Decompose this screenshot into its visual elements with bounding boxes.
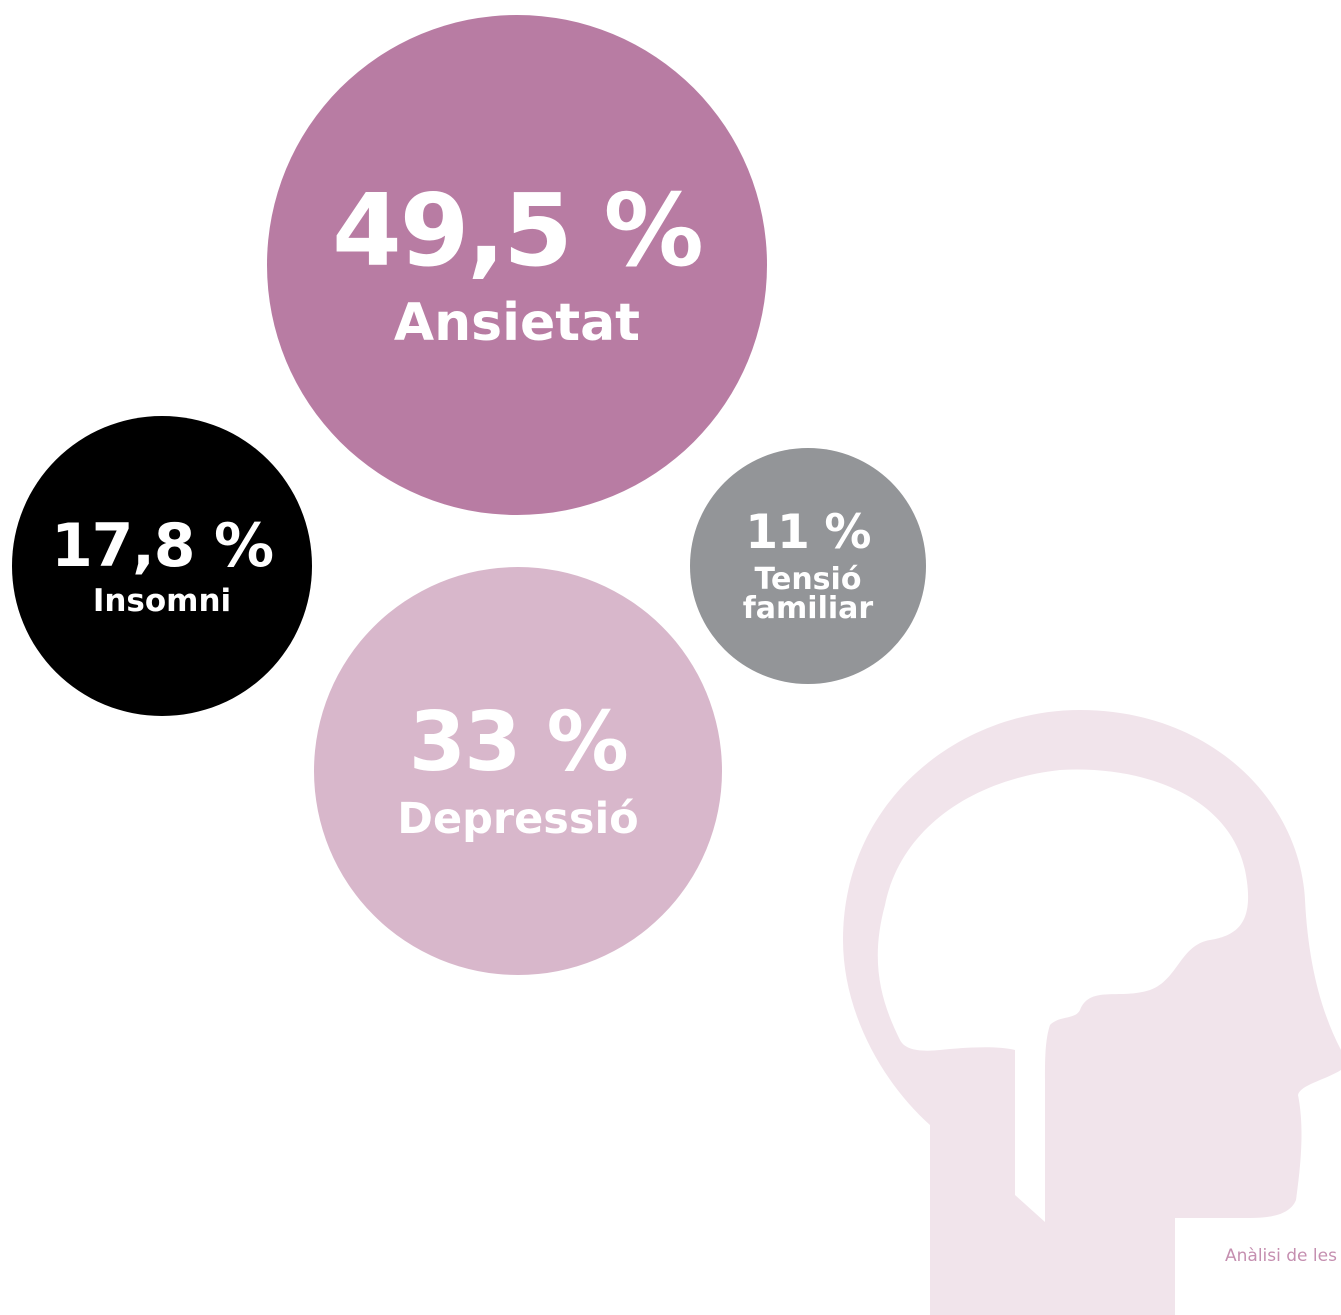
category-label: Insomni bbox=[92, 582, 232, 619]
brain bbox=[877, 769, 1249, 1222]
bubble: 33 % Depressió bbox=[314, 567, 722, 975]
value-label: 17,8 % bbox=[51, 510, 274, 581]
bubble: 17,8 % Insomni bbox=[12, 416, 312, 716]
source-note: Anàlisi de les bbox=[1225, 1246, 1337, 1266]
value-label: 49,5 % bbox=[332, 172, 704, 290]
bubble: 49,5 % Ansietat bbox=[267, 15, 767, 515]
category-label: Tensió familiar bbox=[742, 562, 874, 626]
category-label: Depressió bbox=[397, 794, 639, 845]
value-label: 11 % bbox=[745, 504, 871, 560]
bubble: 11 % Tensió familiar bbox=[690, 448, 926, 684]
category-label: Ansietat bbox=[393, 293, 641, 354]
value-label: 33 % bbox=[408, 695, 629, 791]
